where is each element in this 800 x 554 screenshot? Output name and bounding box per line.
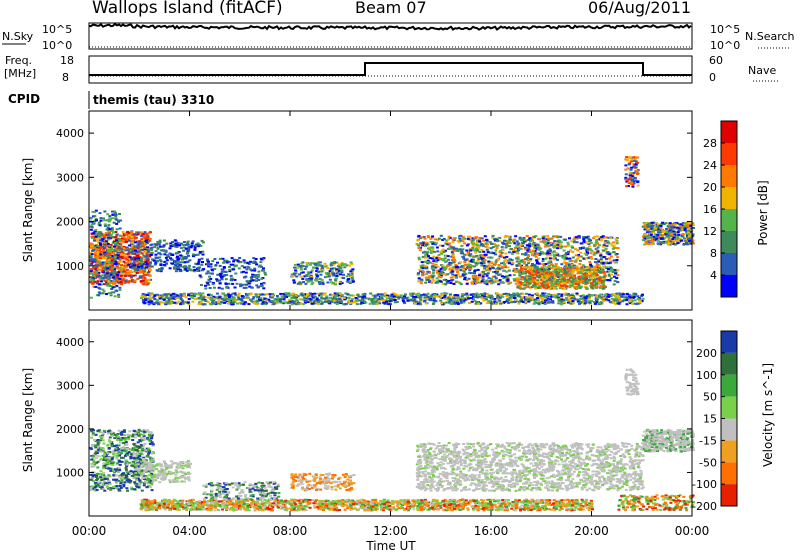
- velocity-colorbar-swatch: [721, 440, 737, 463]
- velocity-colorbar-tick: -100: [692, 478, 717, 491]
- power-heatmap: [89, 156, 695, 306]
- x-tick-label: 00:00: [675, 524, 710, 538]
- velocity-colorbar-tick: -50: [699, 456, 717, 469]
- beam-title: Beam 07: [355, 0, 427, 17]
- power-colorbar-tick: 20: [703, 181, 717, 194]
- velocity-colorbar-tick: -15: [699, 434, 717, 447]
- velocity-yticks: 1000 2000 3000 4000: [56, 336, 692, 479]
- x-axis-title: Time UT: [365, 539, 416, 553]
- power-colorbar-swatch: [721, 275, 737, 297]
- x-axis-ticks: 00:00 04:00 08:00 12:00 16:00 20:00 00:00: [72, 111, 710, 538]
- velocity-colorbar-swatch: [721, 352, 737, 375]
- power-ytick-label: 2000: [56, 216, 84, 229]
- power-colorbar-tick: 28: [703, 137, 717, 150]
- power-colorbar-tick: 12: [703, 225, 717, 238]
- velocity-ytick-label: 3000: [56, 379, 84, 392]
- x-tick-label: 04:00: [172, 524, 207, 538]
- freq-series-line: [89, 62, 692, 76]
- velocity-panel-frame: [88, 319, 693, 517]
- power-ylabel: Slant Range [km]: [21, 158, 35, 262]
- power-colorbar-swatch: [721, 165, 737, 187]
- power-colorbar-swatch: [721, 209, 737, 231]
- velocity-colorbar: 200 100 50 15 -15 -50 -100 -200: [692, 330, 738, 513]
- nsky-ytick-bottom: 10^0: [42, 39, 72, 52]
- power-colorbar-tick: 16: [703, 203, 717, 216]
- velocity-colorbar-tick: 15: [703, 413, 717, 426]
- power-yticks: 1000 2000 3000 4000: [56, 127, 692, 273]
- freq-ytick-bottom: 8: [62, 71, 69, 84]
- velocity-colorbar-swatch: [721, 418, 737, 441]
- velocity-colorbar-tick: -200: [692, 500, 717, 513]
- velocity-colorbar-tick: 50: [703, 391, 717, 404]
- velocity-colorbar-swatch: [721, 484, 737, 506]
- station-title: Wallops Island (fitACF): [92, 0, 283, 18]
- freq-unit-label: [MHz]: [4, 67, 36, 80]
- power-colorbar-swatch: [721, 121, 737, 143]
- velocity-colorbar-swatch: [721, 396, 737, 419]
- velocity-heatmap: [89, 368, 695, 512]
- power-colorbar-swatch: [721, 231, 737, 253]
- nsearch-ytick-bottom: 10^0: [710, 39, 740, 52]
- power-colorbar-swatch: [721, 253, 737, 275]
- nsearch-label: N.Search: [745, 30, 795, 43]
- nsky-ytick-top: 10^5: [42, 23, 72, 36]
- cpid-value: themis (tau) 3310: [93, 93, 214, 107]
- nave-ytick-bottom: 0: [709, 71, 716, 84]
- power-colorbar-tick: 24: [703, 159, 717, 172]
- x-tick-label: 12:00: [373, 524, 408, 538]
- velocity-ytick-label: 1000: [56, 466, 84, 479]
- freq-panel-frame: [88, 55, 693, 84]
- freq-label: Freq.: [5, 54, 32, 67]
- cpid-label: CPID: [8, 92, 40, 106]
- velocity-ylabel: Slant Range [km]: [21, 368, 35, 472]
- velocity-colorbar-label: Velocity [m s^-1]: [761, 363, 775, 467]
- x-tick-label: 08:00: [273, 524, 308, 538]
- x-tick-label: 20:00: [574, 524, 609, 538]
- velocity-colorbar-swatch: [721, 331, 737, 353]
- power-colorbar-tick: 4: [710, 269, 717, 282]
- power-colorbar: 4 8 12 16 20 24 28: [703, 120, 738, 298]
- velocity-colorbar-tick: 100: [696, 369, 717, 382]
- nsky-panel-frame: [88, 22, 693, 50]
- power-colorbar-tick: 8: [710, 247, 717, 260]
- nave-label: Nave: [748, 64, 776, 77]
- date-title: 06/Aug/2011: [588, 0, 692, 17]
- power-ytick-label: 3000: [56, 171, 84, 184]
- velocity-ytick-label: 2000: [56, 423, 84, 436]
- power-ytick-label: 1000: [56, 260, 84, 273]
- velocity-colorbar-tick: 200: [696, 347, 717, 360]
- velocity-colorbar-swatch: [721, 462, 737, 485]
- power-colorbar-label: Power [dB]: [756, 180, 770, 245]
- velocity-ytick-label: 4000: [56, 336, 84, 349]
- velocity-colorbar-swatch: [721, 374, 737, 397]
- nsearch-ytick-top: 10^5: [710, 23, 740, 36]
- power-colorbar-swatch: [721, 143, 737, 165]
- power-colorbar-swatch: [721, 187, 737, 209]
- nsky-label: N.Sky: [2, 30, 34, 43]
- freq-ytick-top: 18: [60, 54, 74, 67]
- nave-ytick-top: 60: [709, 54, 723, 67]
- nsky-series-line: [88, 22, 692, 31]
- power-ytick-label: 4000: [56, 127, 84, 140]
- x-tick-label: 16:00: [474, 524, 509, 538]
- x-tick-label: 00:00: [72, 524, 107, 538]
